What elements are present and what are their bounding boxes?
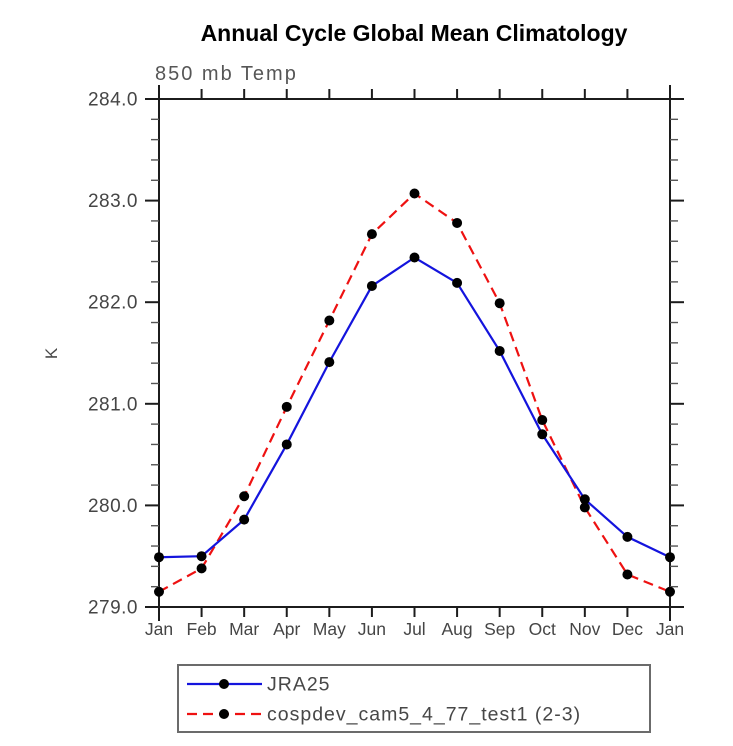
chart-subtitle: 850 mb Temp	[155, 63, 298, 85]
data-point-marker	[366, 280, 377, 291]
data-point-marker	[665, 552, 675, 563]
legend-box	[177, 664, 651, 733]
x-tick-label: Dec	[612, 619, 643, 639]
y-tick-label: 279.0	[88, 598, 138, 619]
legend: JRA25 cospdev_cam5_4_77_test1 (2-3)	[177, 664, 651, 733]
data-point-marker	[452, 217, 463, 228]
y-tick-label: 281.0	[88, 394, 138, 415]
data-point-marker	[154, 552, 164, 563]
data-point-marker	[665, 586, 675, 597]
legend-label: cospdev_cam5_4_77_test1 (2-3)	[267, 704, 581, 726]
y-tick-label: 282.0	[88, 293, 138, 314]
data-point-marker	[324, 315, 335, 326]
legend-label: JRA25	[267, 674, 331, 696]
x-tick-label: Feb	[187, 619, 217, 639]
x-tick-label: Mar	[229, 619, 259, 639]
data-point-marker	[622, 569, 633, 580]
data-point-marker	[154, 586, 164, 597]
data-point-marker	[579, 494, 590, 505]
data-point-marker	[409, 188, 420, 199]
x-tick-label: May	[313, 619, 346, 639]
y-tick-label: 280.0	[88, 496, 138, 517]
legend-marker	[219, 709, 229, 719]
data-point-marker	[239, 491, 250, 502]
x-tick-label: Jan	[145, 619, 173, 639]
data-point-marker	[239, 514, 250, 525]
x-tick-label: Apr	[273, 619, 300, 639]
data-point-marker	[537, 415, 548, 426]
legend-marker	[219, 679, 229, 689]
y-tick-label: 284.0	[88, 90, 138, 111]
data-point-marker	[196, 551, 207, 562]
data-point-marker	[494, 345, 505, 356]
data-point-marker	[196, 563, 207, 574]
y-tick-label: 283.0	[88, 191, 138, 212]
axes: 279.0 280.0 281.0 282.0 283.0 284.0 Jan Feb Mar A…	[88, 85, 684, 639]
x-tick-label: Sep	[484, 619, 515, 639]
data-point-marker	[622, 531, 633, 542]
x-tick-label: Jan	[656, 619, 684, 639]
data-point-marker	[281, 401, 292, 412]
chart-title: Annual Cycle Global Mean Climatology	[201, 20, 628, 46]
data-series	[154, 188, 675, 597]
data-point-marker	[366, 229, 377, 240]
data-point-marker	[452, 277, 463, 288]
data-point-marker	[409, 252, 420, 263]
x-tick-label: Jul	[403, 619, 425, 639]
data-point-marker	[324, 357, 335, 368]
data-point-marker	[579, 502, 590, 513]
data-point-marker	[537, 429, 548, 440]
x-tick-label: Nov	[569, 619, 600, 639]
x-tick-label: Aug	[442, 619, 473, 639]
data-point-marker	[281, 439, 292, 450]
data-point-marker	[494, 298, 505, 309]
x-tick-label: Oct	[529, 619, 556, 639]
y-axis-label: K	[42, 347, 61, 359]
x-tick-label: Jun	[358, 619, 386, 639]
